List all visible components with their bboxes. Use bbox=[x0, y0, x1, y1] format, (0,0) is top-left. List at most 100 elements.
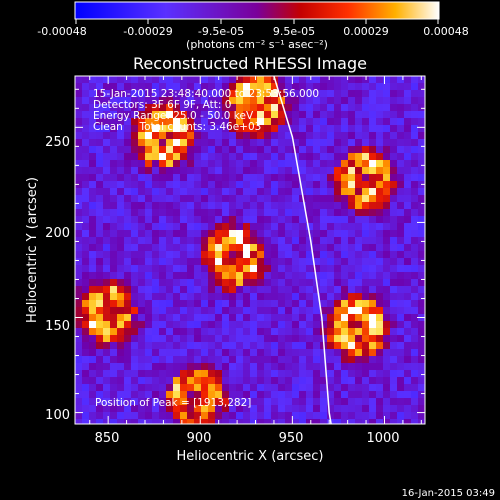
heatmap-cell bbox=[369, 335, 376, 342]
heatmap-cell bbox=[327, 216, 334, 223]
heatmap-cell bbox=[327, 97, 334, 104]
heatmap-cell bbox=[173, 181, 180, 188]
heatmap-cell bbox=[264, 300, 271, 307]
heatmap-cell bbox=[75, 384, 82, 391]
heatmap-cell bbox=[75, 216, 82, 223]
heatmap-cell bbox=[236, 132, 243, 139]
heatmap-cell bbox=[306, 398, 313, 405]
heatmap-cell bbox=[236, 209, 243, 216]
heatmap-cell bbox=[355, 335, 362, 342]
heatmap-cell bbox=[327, 314, 334, 321]
heatmap-cell bbox=[355, 125, 362, 132]
heatmap-cell bbox=[138, 244, 145, 251]
heatmap-cell bbox=[285, 202, 292, 209]
heatmap-cell bbox=[96, 321, 103, 328]
heatmap-cell bbox=[271, 272, 278, 279]
heatmap-cell bbox=[103, 412, 110, 419]
heatmap-cell bbox=[264, 195, 271, 202]
heatmap-cell bbox=[383, 90, 390, 97]
heatmap-cell bbox=[418, 160, 425, 167]
heatmap-cell bbox=[75, 279, 82, 286]
heatmap-cell bbox=[194, 342, 201, 349]
heatmap-cell bbox=[390, 97, 397, 104]
heatmap-cell bbox=[278, 384, 285, 391]
heatmap-cell bbox=[313, 167, 320, 174]
heatmap-cell bbox=[369, 104, 376, 111]
heatmap-cell bbox=[124, 83, 131, 90]
heatmap-cell bbox=[411, 356, 418, 363]
heatmap-cell bbox=[103, 125, 110, 132]
heatmap-cell bbox=[376, 237, 383, 244]
heatmap-cell bbox=[103, 244, 110, 251]
heatmap-cell bbox=[369, 272, 376, 279]
heatmap-cell bbox=[138, 132, 145, 139]
heatmap-cell bbox=[208, 237, 215, 244]
heatmap-cell bbox=[418, 153, 425, 160]
heatmap-cell bbox=[341, 286, 348, 293]
heatmap-cell bbox=[194, 118, 201, 125]
heatmap-cell bbox=[257, 370, 264, 377]
heatmap-cell bbox=[96, 349, 103, 356]
heatmap-cell bbox=[418, 258, 425, 265]
heatmap-cell bbox=[383, 328, 390, 335]
heatmap-cell bbox=[194, 125, 201, 132]
heatmap-cell bbox=[180, 111, 187, 118]
heatmap-cell bbox=[173, 111, 180, 118]
heatmap-cell bbox=[96, 209, 103, 216]
heatmap-cell bbox=[411, 153, 418, 160]
heatmap-cell bbox=[187, 398, 194, 405]
heatmap-cell bbox=[194, 139, 201, 146]
heatmap-cell bbox=[173, 90, 180, 97]
heatmap-cell bbox=[166, 286, 173, 293]
heatmap-cell bbox=[383, 146, 390, 153]
heatmap-cell bbox=[187, 223, 194, 230]
heatmap-cell bbox=[362, 111, 369, 118]
heatmap-cell bbox=[75, 405, 82, 412]
heatmap-cell bbox=[341, 265, 348, 272]
heatmap-cell bbox=[327, 90, 334, 97]
heatmap-cell bbox=[243, 146, 250, 153]
heatmap-cell bbox=[376, 244, 383, 251]
heatmap-cell bbox=[173, 377, 180, 384]
heatmap-cell bbox=[383, 181, 390, 188]
heatmap-cell bbox=[334, 307, 341, 314]
heatmap-cell bbox=[187, 265, 194, 272]
heatmap-cell bbox=[236, 398, 243, 405]
heatmap-cell bbox=[145, 279, 152, 286]
heatmap-cell bbox=[376, 174, 383, 181]
heatmap-cell bbox=[285, 76, 292, 83]
heatmap-cell bbox=[152, 258, 159, 265]
heatmap-cell bbox=[313, 335, 320, 342]
heatmap-cell bbox=[313, 300, 320, 307]
heatmap-cell bbox=[82, 328, 89, 335]
heatmap-cell bbox=[285, 132, 292, 139]
heatmap-cell bbox=[117, 167, 124, 174]
heatmap-cell bbox=[257, 244, 264, 251]
heatmap-cell bbox=[166, 90, 173, 97]
heatmap-cell bbox=[369, 139, 376, 146]
heatmap-cell bbox=[89, 125, 96, 132]
heatmap-cell bbox=[138, 146, 145, 153]
heatmap-cell bbox=[145, 209, 152, 216]
heatmap-cell bbox=[390, 342, 397, 349]
heatmap-cell bbox=[180, 265, 187, 272]
heatmap-cell bbox=[194, 412, 201, 419]
heatmap-cell bbox=[166, 111, 173, 118]
heatmap-cell bbox=[194, 335, 201, 342]
heatmap-cell bbox=[89, 237, 96, 244]
heatmap-cell bbox=[292, 139, 299, 146]
heatmap-cell bbox=[138, 139, 145, 146]
heatmap-cell bbox=[278, 125, 285, 132]
heatmap-cell bbox=[131, 251, 138, 258]
heatmap-cell bbox=[390, 419, 397, 424]
heatmap-cell bbox=[89, 223, 96, 230]
heatmap-cell bbox=[397, 160, 404, 167]
heatmap-cell bbox=[257, 160, 264, 167]
heatmap-cell bbox=[187, 118, 194, 125]
heatmap-cell bbox=[152, 384, 159, 391]
heatmap-cell bbox=[201, 419, 208, 424]
x-axis-label: Heliocentric X (arcsec) bbox=[177, 449, 324, 464]
heatmap-cell bbox=[264, 97, 271, 104]
heatmap-cell bbox=[152, 356, 159, 363]
heatmap-cell bbox=[96, 356, 103, 363]
